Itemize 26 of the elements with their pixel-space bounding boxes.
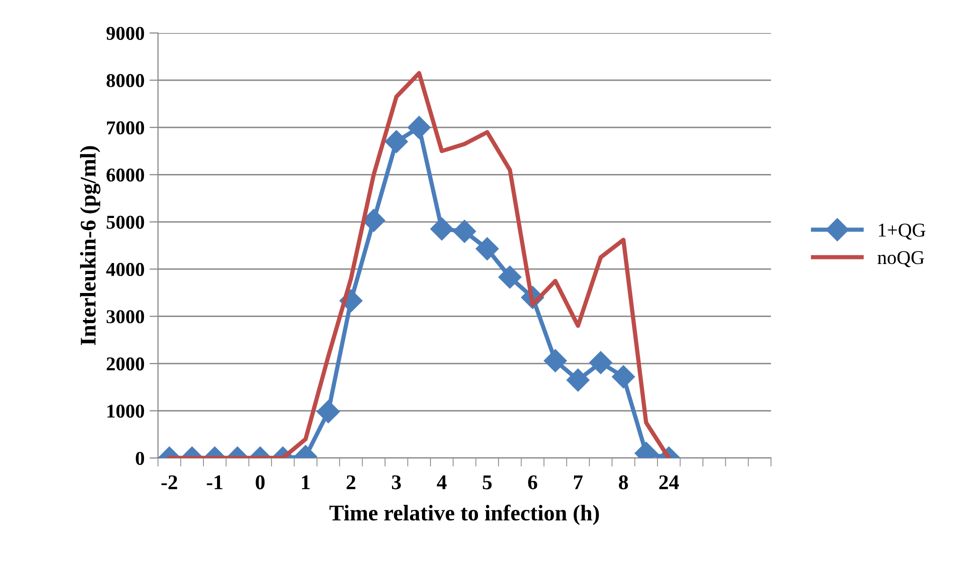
x-tick-label: 0 bbox=[256, 475, 265, 490]
legend-label: 1+QG bbox=[878, 224, 926, 240]
x-tick-label: 3 bbox=[392, 475, 401, 490]
x-tick-label: -1 bbox=[206, 475, 222, 490]
x-tick-label: 2 bbox=[346, 475, 356, 490]
y-tick-label: 4000 bbox=[106, 262, 144, 276]
x-axis-title: Time relative to infection (h) bbox=[329, 504, 599, 526]
y-tick-label: 9000 bbox=[106, 26, 144, 40]
y-tick-label: 3000 bbox=[106, 310, 144, 324]
y-tick-label: 6000 bbox=[106, 168, 144, 182]
y-tick-label: 2000 bbox=[106, 357, 144, 370]
x-tick-label: 7 bbox=[574, 475, 583, 490]
x-tick-label: 6 bbox=[528, 475, 538, 490]
y-tick-label: 8000 bbox=[106, 74, 144, 88]
x-tick-label: 4 bbox=[436, 475, 447, 490]
y-axis-title: Interleukin-6 (pg/ml) bbox=[80, 146, 100, 346]
x-tick-label: -2 bbox=[161, 475, 178, 490]
y-tick-label: 7000 bbox=[107, 121, 144, 134]
x-tick-label: 24 bbox=[659, 475, 679, 490]
y-tick-label: 1000 bbox=[107, 404, 144, 418]
x-tick-label: 8 bbox=[618, 475, 628, 490]
x-tick-label: 5 bbox=[482, 475, 492, 490]
x-tick-label: 1 bbox=[302, 475, 310, 490]
y-tick-label: 5000 bbox=[106, 216, 144, 229]
legend-label: noQG bbox=[878, 251, 924, 268]
y-tick-label: 0 bbox=[136, 452, 144, 465]
